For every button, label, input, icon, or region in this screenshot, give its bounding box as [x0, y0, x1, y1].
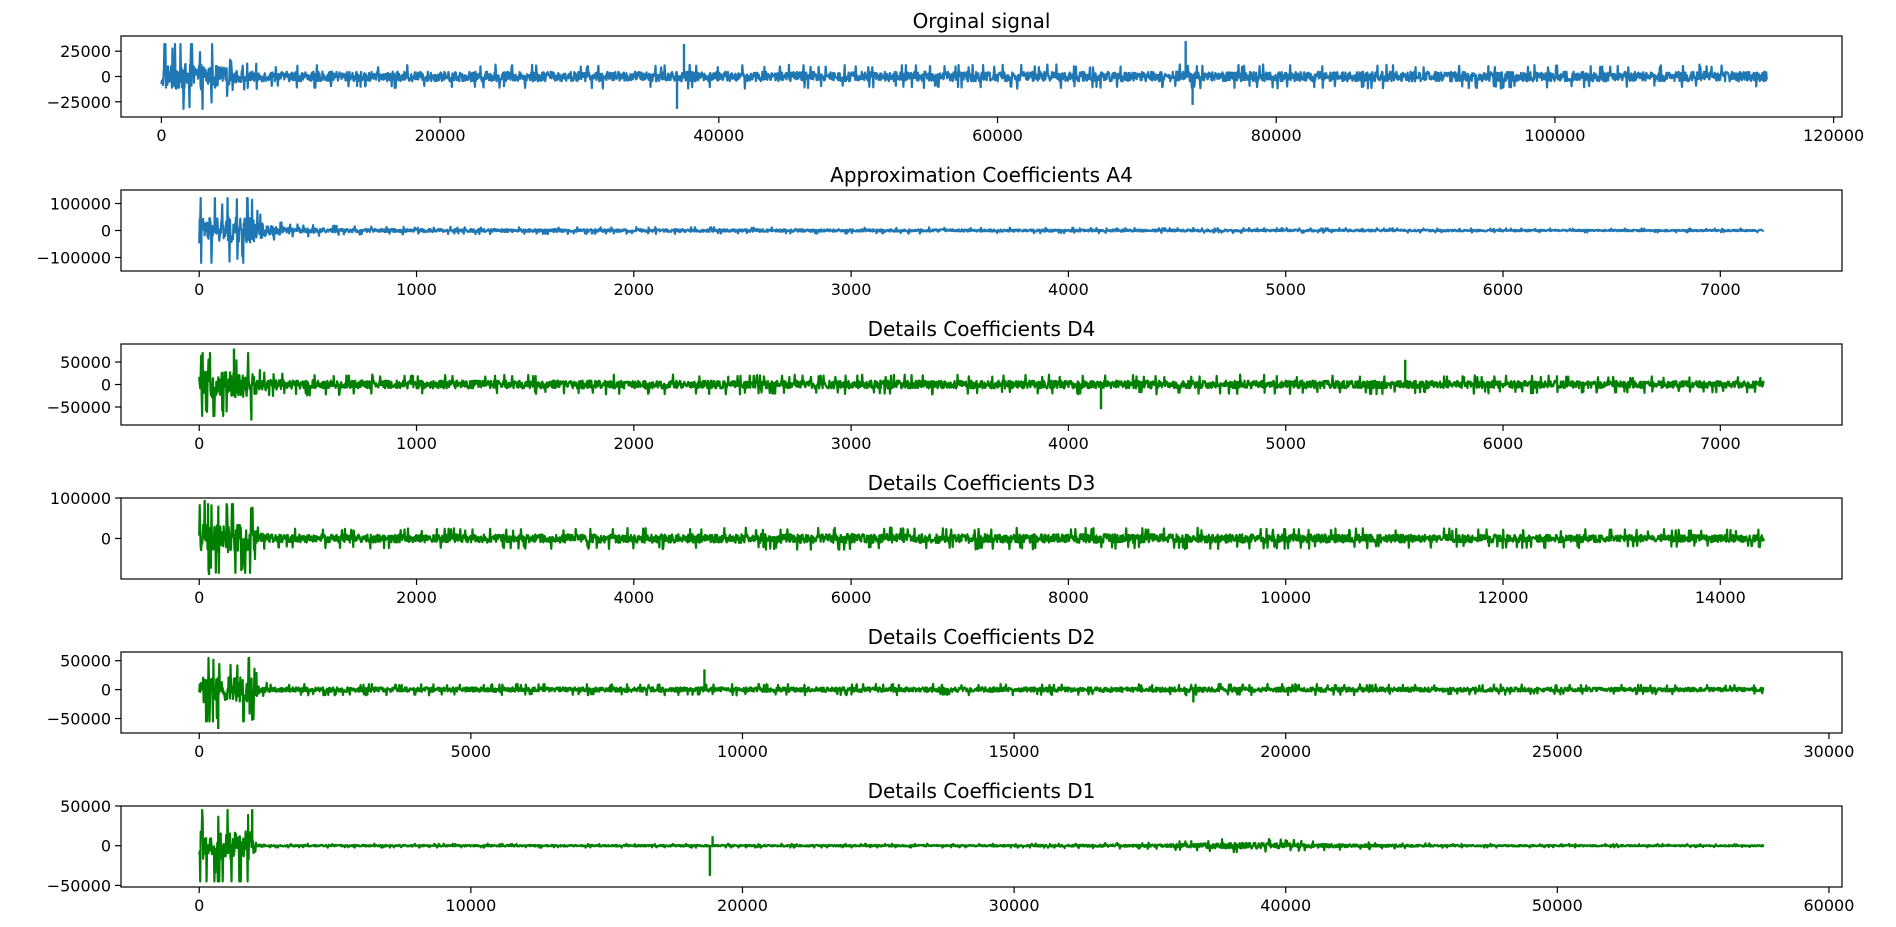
y-tick-label: 50000	[60, 353, 111, 372]
subplot-5: Details Coefficients D2 0 5000 10000 15000 20…	[47, 625, 1855, 761]
y-tick-label: 0	[101, 376, 111, 395]
signal-line	[198, 502, 1765, 575]
x-tick-label: 0	[194, 280, 204, 299]
x-tick-label: 2000	[613, 280, 654, 299]
x-tick-label: 40000	[1260, 896, 1311, 915]
x-tick-label: 30000	[989, 896, 1040, 915]
x-tick-label: 0	[194, 434, 204, 453]
x-tick-label: 6000	[1483, 280, 1524, 299]
x-tick-label: 4000	[1048, 434, 1089, 453]
x-tick-label: 0	[194, 742, 204, 761]
y-tick-label: −50000	[47, 876, 111, 895]
x-tick-label: 100000	[1524, 126, 1585, 145]
x-tick-label: 5000	[1265, 280, 1306, 299]
x-tick-label: 20000	[1260, 742, 1311, 761]
x-tick-label: 80000	[1251, 126, 1302, 145]
x-tick-label: 6000	[831, 588, 872, 607]
x-tick-label: 10000	[717, 742, 768, 761]
signal-line	[198, 351, 1765, 418]
subplot-title: Details Coefficients D4	[868, 317, 1096, 341]
x-tick-label: 7000	[1700, 280, 1741, 299]
axes-frame	[120, 805, 1843, 888]
y-tick-label: 0	[101, 222, 111, 241]
y-tick-label: 100000	[50, 195, 111, 214]
x-tick-label: 120000	[1803, 126, 1864, 145]
x-tick-label: 7000	[1700, 434, 1741, 453]
x-tick-label: 10000	[445, 896, 496, 915]
subplot-2: Approximation Coefficients A4 0 1000 2000 30…	[37, 163, 1843, 299]
y-tick-label: 0	[101, 837, 111, 856]
x-tick-label: 4000	[613, 588, 654, 607]
x-tick-label: 3000	[831, 280, 872, 299]
subplot-1: Orginal signal 0 20000 40000 60000 80000 10000…	[47, 9, 1864, 145]
x-tick-label: 1000	[396, 434, 437, 453]
subplot-title: Approximation Coefficients A4	[830, 163, 1133, 187]
x-tick-label: 5000	[1265, 434, 1306, 453]
y-tick-label: 25000	[60, 42, 111, 61]
x-tick-label: 8000	[1048, 588, 1089, 607]
signal-line	[198, 808, 1765, 883]
x-tick-label: 3000	[831, 434, 872, 453]
subplot-title: Details Coefficients D2	[868, 625, 1096, 649]
y-tick-label: 50000	[60, 797, 111, 816]
x-tick-label: 20000	[717, 896, 768, 915]
x-tick-label: 0	[156, 126, 166, 145]
x-tick-label: 14000	[1695, 588, 1746, 607]
x-tick-label: 20000	[415, 126, 466, 145]
x-tick-label: 50000	[1532, 896, 1583, 915]
signal-line	[160, 43, 1768, 110]
x-tick-label: 0	[194, 896, 204, 915]
subplot-6: Details Coefficients D1 0 10000 20000 30000 4…	[47, 779, 1855, 915]
x-tick-label: 0	[194, 588, 204, 607]
x-tick-label: 15000	[989, 742, 1040, 761]
subplot-title: Orginal signal	[913, 9, 1051, 33]
signal-line	[198, 656, 1765, 723]
x-tick-label: 10000	[1260, 588, 1311, 607]
x-tick-label: 30000	[1804, 742, 1855, 761]
x-tick-label: 2000	[396, 588, 437, 607]
x-tick-label: 25000	[1532, 742, 1583, 761]
axes-frame	[120, 651, 1843, 734]
y-tick-label: 100000	[50, 489, 111, 508]
x-tick-label: 40000	[693, 126, 744, 145]
subplot-3: Details Coefficients D4 0 1000 2000 3000 4000…	[47, 317, 1843, 453]
y-tick-label: −25000	[47, 93, 111, 112]
y-tick-label: 0	[101, 68, 111, 87]
x-tick-label: 60000	[1804, 896, 1855, 915]
x-tick-label: 5000	[450, 742, 491, 761]
signal-line	[198, 197, 1765, 264]
y-tick-label: 50000	[60, 652, 111, 671]
x-tick-label: 6000	[1483, 434, 1524, 453]
y-tick-label: −100000	[37, 249, 111, 268]
subplot-4: Details Coefficients D3 0 2000 4000 6000 8000…	[50, 471, 1843, 607]
x-tick-label: 1000	[396, 280, 437, 299]
subplot-title: Details Coefficients D3	[868, 471, 1096, 495]
y-tick-label: −50000	[47, 710, 111, 729]
x-tick-label: 12000	[1478, 588, 1529, 607]
x-tick-label: 60000	[972, 126, 1023, 145]
y-tick-label: 0	[101, 681, 111, 700]
y-tick-label: 0	[101, 530, 111, 549]
x-tick-label: 2000	[613, 434, 654, 453]
y-tick-label: −50000	[47, 398, 111, 417]
x-tick-label: 4000	[1048, 280, 1089, 299]
subplot-title: Details Coefficients D1	[868, 779, 1096, 803]
